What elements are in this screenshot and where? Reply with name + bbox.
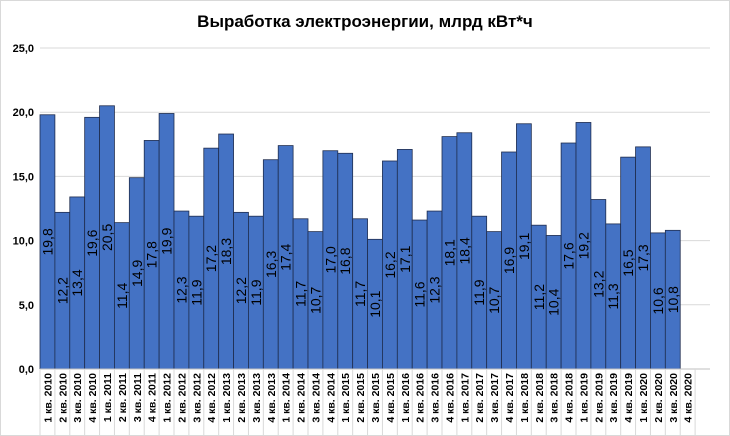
data-label: 17,8	[144, 241, 160, 268]
data-label: 17,1	[397, 245, 413, 272]
data-label: 12,3	[173, 276, 189, 303]
x-tick-label: 3 кв. 2012	[191, 373, 203, 423]
data-label: 16,8	[337, 247, 353, 274]
data-label: 11,6	[412, 281, 428, 307]
chart-title: Выработка электроэнергии, млрд кВт*ч	[197, 12, 533, 31]
y-tick-label: 0,0	[19, 364, 34, 376]
data-label: 11,2	[531, 284, 547, 310]
x-tick-label: 2 кв. 2013	[236, 373, 248, 423]
x-tick-label: 1 кв. 2016	[400, 373, 412, 423]
data-label: 10,8	[665, 286, 681, 313]
x-tick-label: 2 кв. 2011	[117, 373, 129, 422]
data-label: 10,1	[367, 290, 383, 317]
x-tick-label: 1 кв. 2017	[459, 373, 471, 423]
x-tick-label: 2 кв. 2014	[296, 373, 308, 423]
x-tick-label: 2 кв. 2017	[474, 373, 486, 423]
x-tick-label: 1 кв. 2010	[42, 373, 54, 423]
data-label: 12,3	[427, 276, 443, 303]
x-tick-label: 1 кв. 2015	[340, 373, 352, 423]
x-tick-label: 4 кв. 2017	[504, 373, 516, 423]
data-label: 12,2	[54, 277, 70, 304]
data-label: 19,6	[84, 229, 100, 256]
data-label: 10,6	[650, 287, 666, 314]
data-label: 14,9	[129, 260, 145, 287]
x-tick-label: 2 кв. 2010	[57, 373, 69, 423]
x-tick-label: 2 кв. 2015	[355, 373, 367, 423]
x-tick-label: 1 кв. 2020	[638, 373, 650, 423]
x-tick-label: 3 кв. 2011	[132, 373, 144, 422]
data-label: 10,7	[307, 286, 323, 313]
data-label: 11,9	[471, 279, 487, 305]
x-tick-label: 1 кв. 2014	[281, 373, 293, 423]
x-tick-label: 4 кв. 2015	[385, 373, 397, 423]
x-tick-label: 4 кв. 2011	[147, 373, 159, 422]
data-label: 11,9	[188, 279, 204, 305]
x-tick-label: 1 кв. 2012	[162, 373, 174, 423]
x-tick-label: 4 кв. 2012	[206, 373, 218, 423]
data-label: 19,8	[39, 228, 55, 255]
x-tick-label: 1 кв. 2013	[221, 373, 233, 423]
x-tick-label: 4 кв. 2019	[623, 373, 635, 423]
data-label: 11,3	[605, 283, 621, 309]
y-tick-label: 25,0	[13, 43, 34, 55]
x-tick-label: 1 кв. 2019	[578, 373, 590, 423]
x-tick-label: 4 кв. 2010	[87, 373, 99, 423]
x-tick-label: 4 кв. 2016	[444, 373, 456, 423]
data-label: 17,6	[561, 242, 577, 269]
data-label: 16,5	[620, 249, 636, 276]
x-tick-label: 3 кв. 2015	[370, 373, 382, 423]
x-tick-label: 2 кв. 2018	[534, 373, 546, 423]
data-label: 10,4	[546, 288, 562, 315]
data-label: 13,4	[69, 269, 85, 296]
data-label: 19,9	[159, 227, 175, 254]
x-tick-label: 3 кв. 2010	[72, 373, 84, 423]
data-label: 19,1	[516, 233, 532, 260]
data-label: 10,7	[486, 286, 502, 313]
x-tick-label: 3 кв. 2016	[430, 373, 442, 423]
x-tick-label: 4 кв. 2018	[564, 373, 576, 423]
data-label: 18,4	[456, 237, 472, 264]
x-tick-label: 1 кв. 2018	[519, 373, 531, 423]
x-tick-label: 3 кв. 2017	[489, 373, 501, 423]
data-label: 11,7	[352, 281, 368, 307]
x-tick-label: 3 кв. 2018	[549, 373, 561, 423]
x-tick-label: 2 кв. 2019	[593, 373, 605, 423]
x-tick-label: 2 кв. 2020	[653, 373, 665, 423]
data-label: 11,7	[293, 281, 309, 307]
x-tick-label: 4 кв. 2020	[683, 373, 695, 423]
x-tick-label: 1 кв. 2011	[102, 373, 114, 422]
x-tick-label: 3 кв. 2013	[251, 373, 263, 423]
data-label: 18,1	[441, 239, 457, 266]
data-label: 16,2	[382, 251, 398, 278]
y-tick-label: 10,0	[13, 236, 34, 248]
data-label: 11,9	[248, 279, 264, 305]
x-tick-label: 4 кв. 2013	[266, 373, 278, 423]
x-tick-label: 3 кв. 2020	[668, 373, 680, 423]
data-label: 13,2	[590, 270, 606, 297]
data-label: 17,0	[322, 246, 338, 273]
data-label: 17,3	[635, 244, 651, 271]
y-tick-label: 5,0	[19, 300, 34, 312]
data-label: 17,4	[278, 243, 294, 270]
data-label: 11,4	[114, 282, 130, 308]
x-tick-label: 4 кв. 2014	[325, 373, 337, 423]
data-label: 19,2	[575, 232, 591, 259]
x-tick-label: 3 кв. 2014	[310, 373, 322, 423]
x-tick-label: 3 кв. 2019	[608, 373, 620, 423]
data-label: 12,2	[233, 277, 249, 304]
x-tick-label: 2 кв. 2016	[415, 373, 427, 423]
data-label: 20,5	[99, 224, 115, 251]
data-label: 16,3	[263, 251, 279, 278]
data-label: 17,2	[203, 245, 219, 272]
data-label: 18,3	[218, 238, 234, 265]
x-tick-label: 2 кв. 2012	[176, 373, 188, 423]
y-tick-label: 20,0	[13, 107, 34, 119]
y-tick-label: 15,0	[13, 171, 34, 183]
data-label: 16,9	[501, 247, 517, 274]
